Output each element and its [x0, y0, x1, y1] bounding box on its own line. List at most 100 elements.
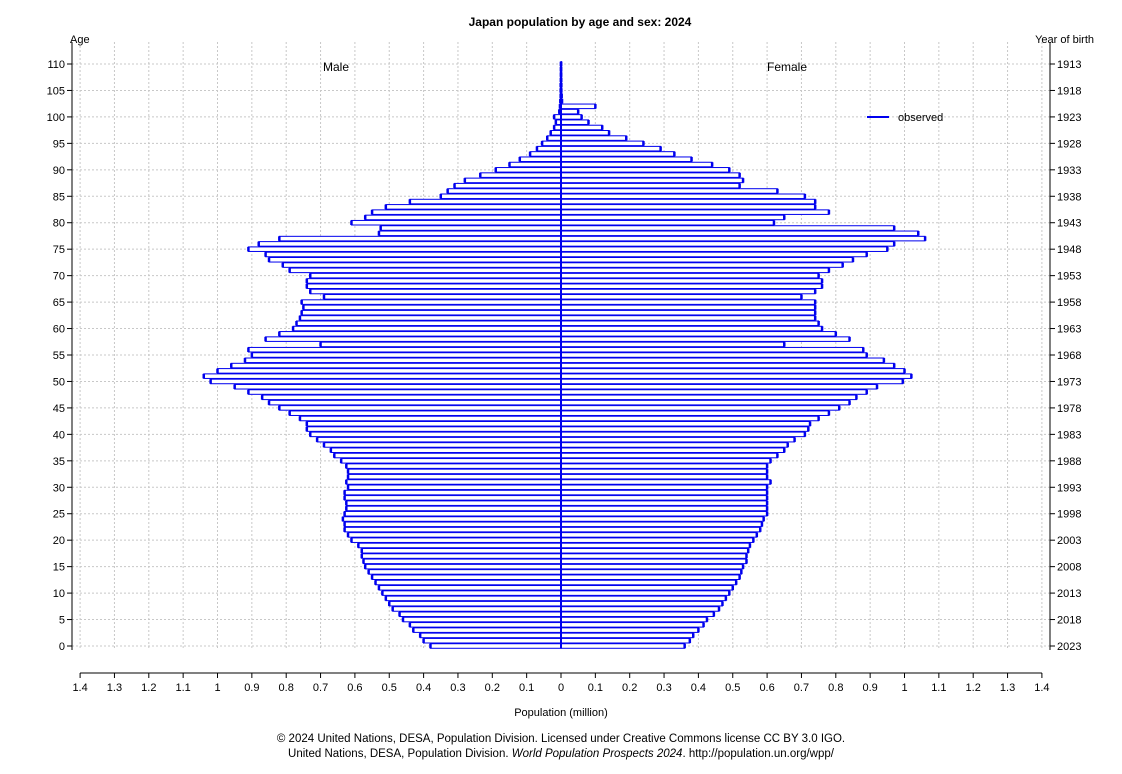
- bar-female: [560, 442, 789, 448]
- bar-male: [368, 569, 562, 575]
- year-tick-label: 2003: [1057, 535, 1081, 547]
- bar-female: [560, 294, 802, 300]
- bar-male: [306, 278, 562, 284]
- bar-female: [560, 495, 768, 501]
- year-tick-label: 1963: [1057, 324, 1081, 336]
- bar-male: [399, 611, 562, 618]
- bar-female: [560, 331, 837, 337]
- bar-female: [560, 463, 768, 469]
- x-tick-label: 1.1: [931, 682, 946, 694]
- bar-female: [560, 219, 775, 226]
- bar-female: [560, 458, 772, 464]
- age-tick-label: 30: [53, 482, 65, 494]
- bar-male: [344, 510, 562, 517]
- bar-female: [560, 547, 749, 554]
- bar-male: [429, 643, 562, 649]
- x-tick-label: 1.2: [141, 682, 156, 694]
- bar-male: [258, 241, 562, 247]
- legend-label: observed: [898, 112, 943, 124]
- bar-female: [560, 563, 744, 570]
- bar-male: [278, 235, 562, 242]
- bar-female: [560, 622, 705, 628]
- bar-male: [412, 627, 562, 633]
- age-tick-label: 10: [53, 588, 65, 600]
- bar-female: [560, 553, 747, 559]
- bar-female: [560, 177, 744, 184]
- bar-male: [316, 436, 562, 443]
- bar-female: [560, 362, 895, 369]
- bar-male: [344, 526, 562, 533]
- bar-female: [560, 256, 854, 263]
- bar-male: [388, 600, 562, 607]
- bar-female: [560, 479, 772, 485]
- y-left-label: Age: [70, 34, 90, 46]
- bar-female: [560, 198, 816, 205]
- bar-female: [560, 489, 768, 496]
- bar-female: [560, 262, 844, 268]
- credit-line-2: United Nations, DESA, Population Divisio…: [0, 748, 1122, 760]
- bar-male: [347, 468, 562, 475]
- bar-male: [464, 177, 562, 184]
- bar-female: [560, 182, 741, 189]
- bar-male: [323, 294, 562, 300]
- age-tick-label: 15: [53, 562, 65, 574]
- bar-male: [508, 161, 562, 168]
- bar-male: [550, 130, 562, 136]
- bar-female: [560, 230, 919, 237]
- x-tick-label: 0.9: [863, 682, 878, 694]
- x-tick-label: 1.3: [107, 682, 122, 694]
- bar-female: [560, 167, 730, 173]
- bar-male: [350, 219, 562, 226]
- bar-male: [251, 352, 562, 358]
- bar-female: [560, 574, 741, 580]
- x-tick-label: 0: [558, 682, 564, 694]
- year-tick-label: 1913: [1057, 59, 1081, 71]
- bar-female: [560, 510, 768, 517]
- age-tick-label: 100: [47, 112, 65, 124]
- bar-female: [560, 405, 840, 411]
- bar-male: [309, 272, 562, 279]
- bar-male: [378, 230, 562, 237]
- bar-female: [560, 558, 747, 565]
- x-tick-label: 0.5: [382, 682, 397, 694]
- bar-female: [560, 473, 768, 480]
- year-tick-label: 2008: [1057, 562, 1081, 574]
- bar-female: [560, 500, 768, 506]
- bar-male: [268, 399, 562, 406]
- bar-female: [560, 299, 816, 305]
- x-tick-label: 0.5: [725, 682, 740, 694]
- bar-male: [247, 246, 562, 252]
- year-tick-label: 1958: [1057, 297, 1081, 309]
- x-tick-label: 0.8: [828, 682, 843, 694]
- bar-female: [560, 103, 596, 110]
- bar-male: [519, 156, 562, 163]
- x-tick-label: 1.4: [72, 682, 87, 694]
- age-tick-label: 85: [53, 191, 65, 203]
- x-tick-label: 0.4: [691, 682, 706, 694]
- bar-male: [529, 151, 562, 157]
- bar-male: [409, 622, 562, 628]
- bar-female: [560, 521, 763, 528]
- bar-male: [454, 182, 562, 189]
- year-tick-label: 1983: [1057, 429, 1081, 441]
- x-axis-label: Population (million): [514, 707, 608, 719]
- year-tick-label: 2018: [1057, 615, 1081, 627]
- bar-female: [560, 214, 785, 221]
- year-tick-label: 1933: [1057, 165, 1081, 177]
- bar-female: [560, 304, 816, 311]
- year-tick-label: 2013: [1057, 588, 1081, 600]
- bar-male: [309, 431, 562, 438]
- bar-male: [375, 579, 562, 586]
- age-tick-label: 40: [53, 429, 65, 441]
- year-tick-label: 1918: [1057, 85, 1081, 97]
- bar-female: [560, 251, 868, 258]
- x-tick-label: 0.9: [244, 682, 259, 694]
- x-tick-label: 0.8: [279, 682, 294, 694]
- bar-female: [560, 193, 806, 200]
- bar-male: [381, 590, 562, 596]
- bar-female: [560, 161, 713, 168]
- legend: observed: [867, 112, 943, 124]
- bar-female: [560, 325, 823, 332]
- x-tick-label: 0.1: [519, 682, 534, 694]
